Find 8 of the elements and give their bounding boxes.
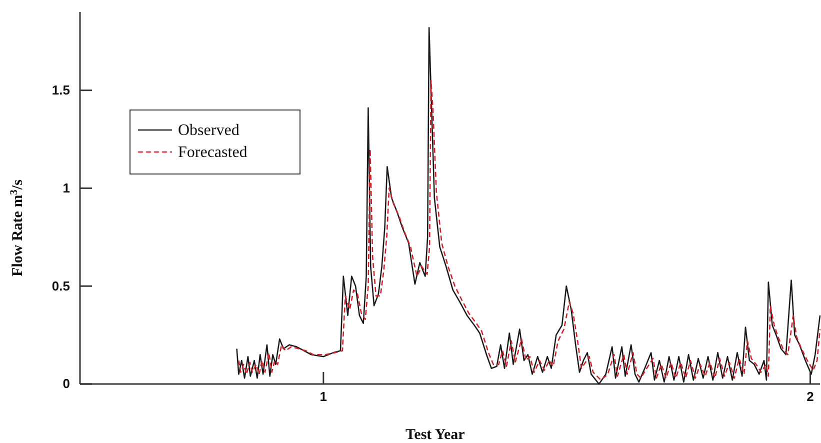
y-tick-label: 1.5 [52, 82, 70, 98]
x-tick-label: 2 [806, 389, 814, 404]
legend-label: Forecasted [178, 144, 248, 161]
y-tick-label: 1 [62, 180, 70, 196]
y-tick-label: 0 [62, 376, 70, 392]
y-tick-label: 0.5 [52, 278, 70, 294]
x-axis-title: Test Year [406, 427, 466, 443]
legend-label: Observed [178, 122, 240, 139]
